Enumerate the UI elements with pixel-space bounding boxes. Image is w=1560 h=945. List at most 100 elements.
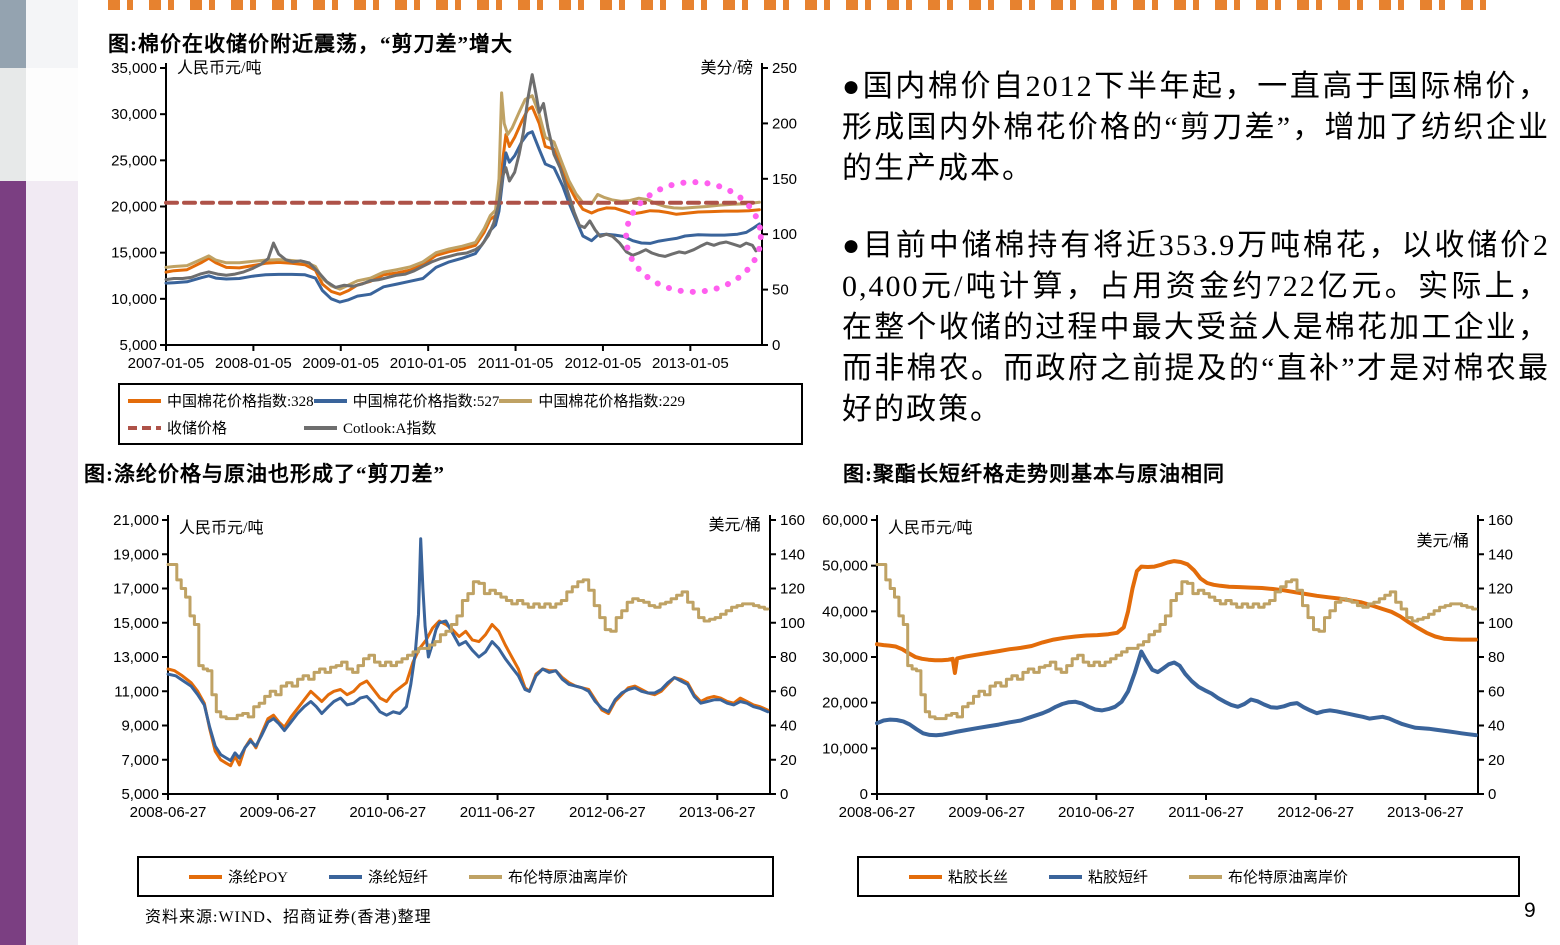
figure-title-polyester: 图:涤纶价格与原油也形成了“剪刀差” [84,462,445,486]
right-axis-tick-label: 140 [780,546,805,563]
cotton-price-index-chart: 5,000 10,000 15,000 20,000 25,000 30,000 35,00… [111,59,797,372]
series-line [875,563,1478,721]
right-axis-tick-label: 150 [772,171,797,188]
x-axis-tick-label: 2008-01-05 [215,355,292,372]
x-axis-tick-label: 2011-06-27 [460,804,536,821]
legend-label: 布伦特原油离岸价 [508,870,629,886]
right-axis-tick-label: 40 [780,718,797,735]
right-axis-tick-label: 60 [1488,683,1505,700]
series-line [166,563,770,721]
figure-title-viscose: 图:聚酯长短纤格走势则基本与原油相同 [843,462,1225,486]
line-sample [128,398,161,403]
left-axis-tick-label: 15,000 [111,245,157,262]
left-axis-tick-label: 13,000 [113,649,159,666]
right-axis-tick-label: 20 [780,752,797,769]
left-axis-tick-label: 5,000 [119,337,157,354]
legend-item: Cotlook:A指数 [304,417,480,438]
dashed-line-sample [128,425,161,430]
legend-item: 中国棉花价格指数:328 [128,390,314,411]
line-sample [909,874,942,879]
line-sample [1049,874,1082,879]
legend-item: 中国棉花价格指数:527 [313,390,499,411]
left-axis-tick-label: 10,000 [822,740,868,757]
x-axis-tick-label: 2012-06-27 [1277,804,1354,821]
legend-label: Cotlook:A指数 [343,421,437,437]
left-axis-unit-label: 人民币元/吨 [179,519,263,537]
polyester-chart-legend: 涤纶POY 涤纶短纤 布伦特原油离岸价 [137,856,774,897]
cotton-chart-legend: 中国棉花价格指数:328 中国棉花价格指数:527 中国棉花价格指数:229 收储价格… [118,383,803,445]
right-axis-tick-label: 0 [780,786,788,803]
right-axis-tick-label: 250 [772,60,797,77]
left-axis-tick-label: 20,000 [111,199,157,216]
left-axis-tick-label: 30,000 [111,106,157,123]
right-axis-tick-label: 0 [772,337,780,354]
right-axis-tick-label: 120 [780,581,805,598]
x-axis-tick-label: 2011-01-05 [478,355,554,372]
right-axis-tick-label: 80 [1488,649,1505,666]
right-axis-tick-label: 20 [1488,752,1505,769]
line-sample [1189,874,1222,879]
x-axis-tick-label: 2013-06-27 [679,804,756,821]
left-axis-tick-label: 19,000 [113,546,159,563]
right-axis-tick-label: 160 [780,512,805,529]
legend-item: 布伦特原油离岸价 [1189,866,1348,887]
legend-label: 粘胶长丝 [948,870,1009,886]
left-axis-tick-label: 0 [860,786,868,803]
left-axis-tick-label: 20,000 [822,695,868,712]
right-axis-tick-label: 140 [1488,546,1513,563]
left-axis-tick-label: 9,000 [121,718,159,735]
line-sample [469,874,502,879]
left-axis-tick-label: 35,000 [111,60,157,77]
analysis-bullet-2: ●目前中储棉持有将近353.9万吨棉花，以收储价20,400元/吨计算，占用资金… [842,229,1550,426]
left-axis-tick-label: 40,000 [822,603,868,620]
series-line [164,73,761,289]
legend-label: 涤纶POY [228,870,289,886]
legend-label: 涤纶短纤 [368,870,429,886]
figure-title-cotton: 图:棉价在收储价附近震荡，“剪刀差”增大 [108,32,513,56]
left-axis-tick-label: 25,000 [111,152,157,169]
series-line [164,130,761,304]
legend-label: 粘胶短纤 [1088,870,1149,886]
line-sample [304,425,337,430]
line-sample [189,874,222,879]
right-axis-unit-label: 美元/桶 [709,516,761,534]
analysis-bullet-1: ●国内棉价自2012下半年起，一直高于国际棉价，形成国内外棉花价格的“剪刀差”，… [842,70,1550,185]
legend-label: 中国棉花价格指数:328 [167,394,314,410]
x-axis-tick-label: 2008-06-27 [130,804,207,821]
x-axis-tick-label: 2008-06-27 [839,804,916,821]
highlight-circle-annotation [623,179,764,295]
sidebar-stripe-purple [0,181,26,945]
source-note: 资料来源:WIND、招商证券(香港)整理 [145,909,432,926]
sidebar-stripe-pale-top [26,0,78,68]
line-sample [329,874,362,879]
left-axis-tick-label: 17,000 [113,581,159,598]
right-axis-unit-label: 美元/桶 [1417,532,1469,550]
right-axis-tick-label: 0 [1488,786,1496,803]
series-line [166,537,770,763]
x-axis-tick-label: 2010-06-27 [1058,804,1135,821]
legend-item: 中国棉花价格指数:229 [499,390,685,411]
left-axis-tick-label: 15,000 [113,615,159,632]
right-axis-tick-label: 80 [780,649,797,666]
legend-item: 粘胶短纤 [1049,866,1189,887]
right-axis-tick-label: 200 [772,115,797,132]
x-axis-tick-label: 2012-06-27 [569,804,646,821]
right-axis-tick-label: 120 [1488,581,1513,598]
sidebar-stripe-lightgray [0,68,26,181]
page-number: 9 [1524,899,1536,922]
right-axis-tick-label: 100 [780,615,805,632]
x-axis-tick-label: 2013-01-05 [652,355,729,372]
left-axis-tick-label: 30,000 [822,649,868,666]
series-line [875,559,1478,675]
x-axis-tick-label: 2010-06-27 [349,804,426,821]
line-sample [313,398,347,403]
viscose-vs-crude-chart: 010,00020,00030,00040,00050,00060,000020… [822,512,1513,821]
left-axis-tick-label: 50,000 [822,558,868,575]
left-axis-tick-label: 21,000 [113,512,159,529]
legend-label: 布伦特原油离岸价 [1228,870,1349,886]
x-axis-tick-label: 2009-01-05 [302,355,379,372]
x-axis-tick-label: 2011-06-27 [1168,804,1244,821]
right-axis-unit-label: 美分/磅 [701,59,753,77]
viscose-chart-legend: 粘胶长丝 粘胶短纤 布伦特原油离岸价 [857,856,1520,897]
right-axis-tick-label: 60 [780,683,797,700]
